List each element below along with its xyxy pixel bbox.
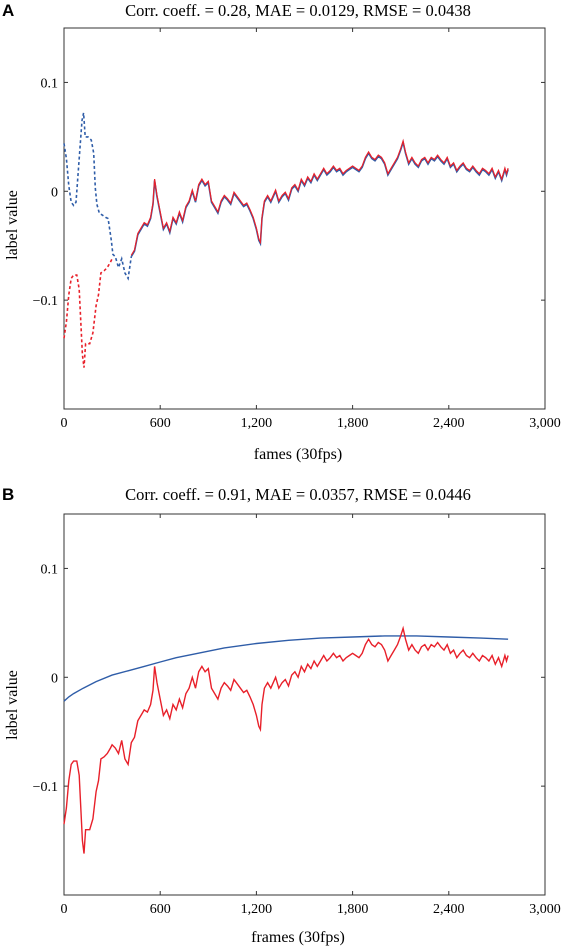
panel-b-frame [63, 513, 546, 896]
panel-a-y-tick-label: −0.1 [33, 294, 58, 309]
panel-b-series-blue-line [63, 635, 509, 702]
panel-a-x-tick-label: 0 [61, 416, 68, 431]
panel-b-x-tick-label: 1,800 [337, 902, 369, 917]
panel-b: B Corr. coeff. = 0.91, MAE = 0.0357, RMS… [2, 485, 561, 946]
panel-b-title: Corr. coeff. = 0.91, MAE = 0.0357, RMSE … [125, 485, 471, 504]
panel-b-x-tick-label: 0 [61, 902, 68, 917]
panel-b-y-tick-label: 0 [51, 671, 58, 686]
panel-a-y-tick-label: 0.1 [41, 76, 59, 91]
panel-b-series-red-line [63, 625, 509, 854]
panel-a-x-axis-label: fames (30fps) [254, 446, 342, 463]
panel-a-series-red-line [130, 138, 509, 256]
panel-a: A Corr. coeff. = 0.28, MAE = 0.0129, RMS… [2, 1, 561, 463]
panel-a-x-tick-label: 3,000 [529, 416, 561, 431]
panel-b-y-tick-label: 0.1 [41, 562, 59, 577]
panel-a-letter: A [2, 1, 14, 20]
panel-b-y-tick-label: −0.1 [33, 780, 58, 795]
panel-a-x-tick-label: 1,800 [337, 416, 369, 431]
panel-b-plot-area: 0 600 1,200 1,800 2,400 3,000 0.1 0 −0.1 [33, 513, 561, 917]
panel-b-x-tick-label: 1,200 [241, 902, 273, 917]
panel-a-x-tick-label: 600 [150, 416, 171, 431]
panel-a-title: Corr. coeff. = 0.28, MAE = 0.0129, RMSE … [125, 1, 471, 20]
panel-a-y-tick-label: 0 [51, 185, 58, 200]
panel-a-series-blue-dashed-line [63, 112, 133, 281]
panel-b-x-tick-label: 600 [150, 902, 171, 917]
panel-a-series-blue-line [130, 139, 509, 258]
panel-a-plot-area: 0 600 1,200 1,800 2,400 3,000 0.1 0 −0.1 [33, 27, 561, 431]
panel-a-y-axis-label: label value [4, 190, 21, 260]
panel-a-series-red-dashed-line [63, 258, 113, 368]
panel-b-letter: B [2, 485, 14, 504]
panel-a-x-tick-label: 2,400 [433, 416, 465, 431]
panel-a-frame [63, 27, 546, 410]
panel-b-x-axis-label: frames (30fps) [251, 929, 345, 946]
panel-a-x-tick-label: 1,200 [241, 416, 273, 431]
panel-b-x-tick-label: 3,000 [529, 902, 561, 917]
panel-b-y-axis-label: label value [4, 670, 21, 740]
panel-b-x-tick-label: 2,400 [433, 902, 465, 917]
